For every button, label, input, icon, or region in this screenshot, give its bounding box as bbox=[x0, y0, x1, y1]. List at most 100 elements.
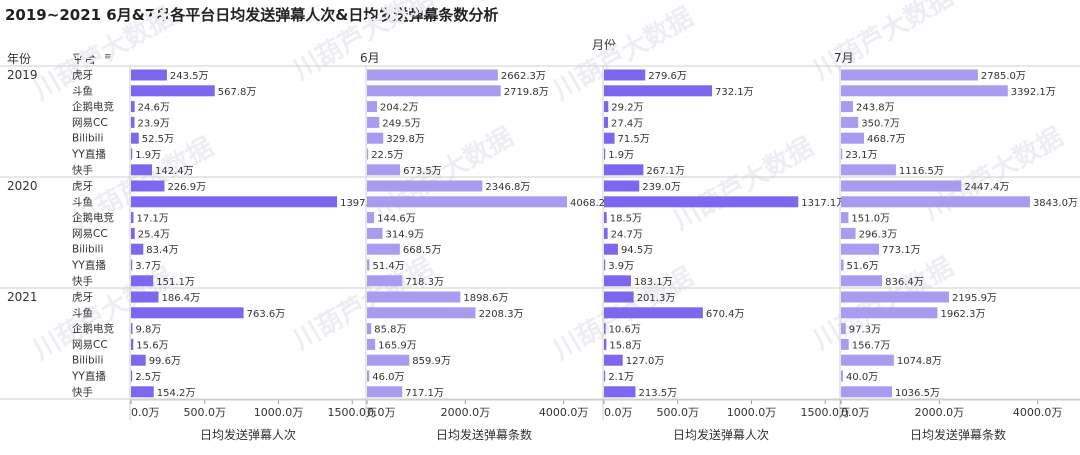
data-label: 25.4万 bbox=[138, 229, 170, 240]
bar bbox=[131, 227, 135, 239]
data-label: 4068.2万 bbox=[570, 198, 615, 209]
bar bbox=[367, 354, 410, 366]
bar bbox=[367, 164, 401, 176]
platform-label: 虎牙 bbox=[72, 70, 93, 82]
year-column-header: 年份 bbox=[7, 52, 32, 66]
data-label: 296.3万 bbox=[859, 229, 898, 240]
bar bbox=[604, 180, 640, 192]
bar bbox=[367, 323, 372, 335]
bar bbox=[367, 243, 400, 255]
axis-title: 日均发送弹幕人次 bbox=[673, 427, 769, 442]
month-label-6: 6月 bbox=[360, 51, 380, 65]
data-label: 1074.8万 bbox=[897, 356, 942, 367]
bar bbox=[604, 338, 607, 350]
bar bbox=[367, 227, 383, 239]
bar bbox=[841, 243, 880, 255]
data-label: 51.6万 bbox=[847, 261, 879, 272]
data-label: 144.6万 bbox=[377, 214, 416, 225]
data-label: 567.8万 bbox=[218, 87, 257, 98]
data-label: 2.5万 bbox=[135, 372, 161, 383]
data-label: 836.4万 bbox=[885, 277, 924, 288]
bar bbox=[841, 291, 949, 303]
bar bbox=[131, 69, 167, 81]
bar bbox=[604, 132, 615, 144]
data-label: 732.1万 bbox=[715, 87, 754, 98]
platform-label: 快手 bbox=[72, 274, 93, 287]
bar bbox=[604, 307, 703, 319]
data-label: 99.6万 bbox=[149, 356, 181, 367]
bar bbox=[841, 180, 962, 192]
bar bbox=[131, 338, 134, 350]
platform-label: 斗鱼 bbox=[72, 84, 93, 97]
year-label-2021: 2021 bbox=[7, 290, 38, 304]
bar bbox=[604, 354, 623, 366]
bar bbox=[367, 196, 568, 208]
tick-label: 1500.0万 bbox=[801, 406, 851, 419]
data-label: 151.0万 bbox=[851, 214, 890, 225]
bar bbox=[841, 196, 1030, 208]
tick-label: 0.0万 bbox=[841, 406, 870, 419]
platform-label: Bilibili bbox=[72, 133, 103, 145]
bar bbox=[131, 196, 338, 208]
data-label: 226.9万 bbox=[167, 182, 206, 193]
bar bbox=[604, 243, 618, 255]
data-label: 3.7万 bbox=[135, 261, 161, 272]
platform-label: 斗鱼 bbox=[72, 306, 93, 319]
bar bbox=[604, 164, 644, 176]
data-label: 329.8万 bbox=[386, 134, 425, 145]
bar bbox=[131, 148, 133, 160]
bar bbox=[131, 259, 133, 271]
bar bbox=[841, 370, 843, 382]
data-label: 97.3万 bbox=[849, 325, 881, 336]
platform-column-header[interactable]: 平台 bbox=[72, 52, 97, 66]
month-label-7: 7月 bbox=[834, 51, 854, 65]
platform-label: 虎牙 bbox=[72, 181, 93, 193]
bar bbox=[841, 275, 883, 287]
data-label: 52.5万 bbox=[142, 134, 174, 145]
bar bbox=[841, 323, 846, 335]
bar bbox=[367, 291, 461, 303]
data-label: 1317.1万 bbox=[801, 198, 846, 209]
bar bbox=[367, 85, 501, 97]
data-label: 9.8万 bbox=[135, 325, 161, 336]
tick-label: 2000.0万 bbox=[915, 406, 965, 419]
bar bbox=[841, 164, 896, 176]
bar bbox=[131, 354, 146, 366]
bar bbox=[367, 307, 476, 319]
bar bbox=[841, 69, 978, 81]
bar bbox=[604, 101, 609, 113]
platform-label: 企鹅电竞 bbox=[72, 211, 114, 224]
bar bbox=[367, 132, 384, 144]
axis-title: 日均发送弹幕条数 bbox=[910, 427, 1006, 442]
data-label: 151.1万 bbox=[156, 277, 195, 288]
tick-label: 2000.0万 bbox=[441, 406, 491, 419]
platform-label: 网易CC bbox=[72, 228, 108, 240]
data-label: 2208.3万 bbox=[479, 309, 524, 320]
watermark-6: 川葫芦大数据 bbox=[669, 132, 819, 236]
data-label: 83.4万 bbox=[146, 245, 178, 256]
data-label: 15.8万 bbox=[609, 340, 641, 351]
data-label: 24.7万 bbox=[611, 229, 643, 240]
platform-label: YY直播 bbox=[71, 259, 106, 272]
data-label: 468.7万 bbox=[867, 134, 906, 145]
bar bbox=[367, 212, 375, 224]
data-label: 23.1万 bbox=[845, 150, 877, 161]
bar bbox=[131, 291, 159, 303]
tick-label: 0.0万 bbox=[367, 406, 396, 419]
bar bbox=[131, 180, 165, 192]
data-label: 204.2万 bbox=[380, 103, 419, 114]
data-label: 201.3万 bbox=[637, 293, 676, 304]
bar bbox=[604, 196, 799, 208]
data-label: 763.6万 bbox=[247, 309, 286, 320]
tick-label: 1000.0万 bbox=[254, 406, 304, 419]
bar bbox=[131, 85, 215, 97]
bar bbox=[841, 259, 844, 271]
chart-title: 2019~2021 6月&7月各平台日均发送弹幕人次&日均发送弹幕条数分析 bbox=[5, 6, 499, 24]
data-label: 24.6万 bbox=[138, 103, 170, 114]
data-label: 46.0万 bbox=[372, 372, 404, 383]
sort-icon[interactable]: ≡ bbox=[104, 52, 112, 62]
bar bbox=[841, 338, 849, 350]
data-label: 243.8万 bbox=[856, 103, 895, 114]
platform-label: 企鹅电竞 bbox=[72, 322, 114, 335]
